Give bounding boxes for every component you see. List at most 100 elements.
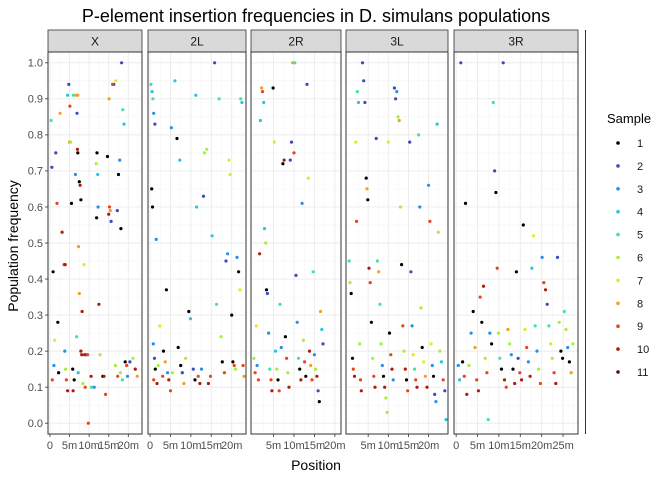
legend-item: 1 bbox=[616, 138, 643, 150]
data-point bbox=[348, 281, 352, 285]
data-point bbox=[427, 183, 431, 187]
data-points bbox=[252, 61, 325, 404]
data-point bbox=[262, 227, 267, 231]
data-point bbox=[79, 198, 83, 202]
data-point bbox=[220, 360, 224, 364]
data-point bbox=[267, 331, 271, 335]
data-point bbox=[300, 201, 304, 205]
data-point bbox=[528, 374, 532, 378]
x-tick-label: 5m bbox=[266, 440, 281, 452]
data-point bbox=[173, 79, 177, 83]
legend-key bbox=[616, 141, 620, 145]
legend: Sample 1 2 3 4 5 6 7 8 9 10 11 bbox=[607, 111, 651, 379]
legend-item: 6 bbox=[616, 253, 643, 265]
legend-key bbox=[616, 187, 620, 191]
x-tick-label: 10m bbox=[378, 440, 399, 452]
data-point bbox=[57, 371, 61, 375]
data-point bbox=[169, 126, 173, 130]
data-point bbox=[434, 400, 438, 404]
data-point bbox=[531, 234, 536, 238]
data-point bbox=[205, 147, 209, 151]
data-point bbox=[552, 371, 556, 375]
data-point bbox=[520, 378, 524, 382]
data-point bbox=[281, 162, 285, 166]
data-point bbox=[168, 389, 173, 393]
data-point bbox=[293, 61, 297, 65]
x-tick-label: 20m bbox=[118, 440, 139, 452]
data-point bbox=[230, 313, 234, 317]
data-point bbox=[301, 338, 305, 342]
data-point bbox=[320, 327, 324, 332]
data-point bbox=[419, 306, 423, 310]
data-point bbox=[219, 335, 223, 339]
data-point bbox=[403, 367, 407, 371]
legend-key bbox=[616, 232, 620, 237]
data-point bbox=[149, 82, 153, 86]
data-point bbox=[408, 140, 412, 144]
data-point bbox=[184, 356, 188, 360]
data-point bbox=[488, 331, 492, 335]
data-point bbox=[391, 378, 395, 382]
data-point bbox=[569, 371, 573, 375]
data-point bbox=[156, 363, 160, 368]
data-point bbox=[258, 118, 262, 123]
data-point bbox=[402, 349, 406, 353]
data-point bbox=[412, 367, 417, 371]
data-point bbox=[60, 230, 64, 234]
data-point bbox=[116, 172, 121, 177]
data-point bbox=[387, 331, 392, 335]
data-point bbox=[175, 136, 179, 141]
legend-key bbox=[616, 278, 620, 283]
data-point bbox=[71, 389, 75, 393]
data-point bbox=[521, 223, 525, 227]
data-point bbox=[480, 320, 484, 324]
data-point bbox=[260, 90, 265, 94]
data-point bbox=[253, 371, 257, 375]
y-axis: 0.0 0.1 0.2 0.3 0.4 0.5 0.6 0.7 0.8 0.9 1.0 bbox=[28, 58, 48, 430]
data-point bbox=[75, 111, 79, 115]
data-point bbox=[311, 270, 315, 274]
data-point bbox=[264, 241, 268, 245]
data-point bbox=[292, 151, 296, 155]
data-point bbox=[555, 255, 560, 259]
data-point bbox=[241, 363, 245, 368]
panel-border bbox=[250, 51, 342, 435]
data-point bbox=[571, 342, 575, 346]
legend-label: 1 bbox=[637, 138, 643, 150]
x-tick-label: 20m bbox=[324, 440, 345, 452]
data-point bbox=[502, 378, 507, 382]
y-tick-label: 0.1 bbox=[28, 382, 43, 394]
data-point bbox=[208, 374, 213, 378]
x-tick-label: 10m bbox=[488, 440, 509, 452]
data-point bbox=[104, 392, 108, 396]
data-point bbox=[381, 374, 386, 378]
data-point bbox=[363, 100, 367, 105]
data-point bbox=[170, 371, 175, 375]
data-point bbox=[406, 389, 410, 393]
data-point bbox=[425, 385, 429, 389]
x-tick-label: 10m bbox=[180, 440, 201, 452]
data-point bbox=[114, 79, 118, 83]
data-point bbox=[273, 349, 278, 353]
legend-key bbox=[616, 164, 620, 168]
data-point bbox=[217, 97, 221, 101]
data-point bbox=[210, 234, 214, 238]
data-point bbox=[155, 381, 159, 386]
y-tick-label: 0.9 bbox=[28, 94, 43, 106]
data-point bbox=[158, 324, 162, 328]
data-point bbox=[397, 118, 401, 123]
legend-label: 11 bbox=[637, 367, 648, 379]
data-point bbox=[255, 363, 259, 368]
data-point bbox=[151, 97, 155, 101]
data-point bbox=[411, 353, 415, 357]
data-point bbox=[238, 288, 242, 292]
facet-panel-2r: 2R 5m 10m 15m 20m bbox=[250, 29, 346, 452]
data-point bbox=[490, 342, 494, 346]
data-point bbox=[358, 342, 362, 346]
data-point bbox=[417, 133, 421, 137]
x-tick-label: 25m bbox=[552, 440, 573, 452]
data-point bbox=[516, 356, 520, 360]
data-point bbox=[285, 356, 289, 360]
